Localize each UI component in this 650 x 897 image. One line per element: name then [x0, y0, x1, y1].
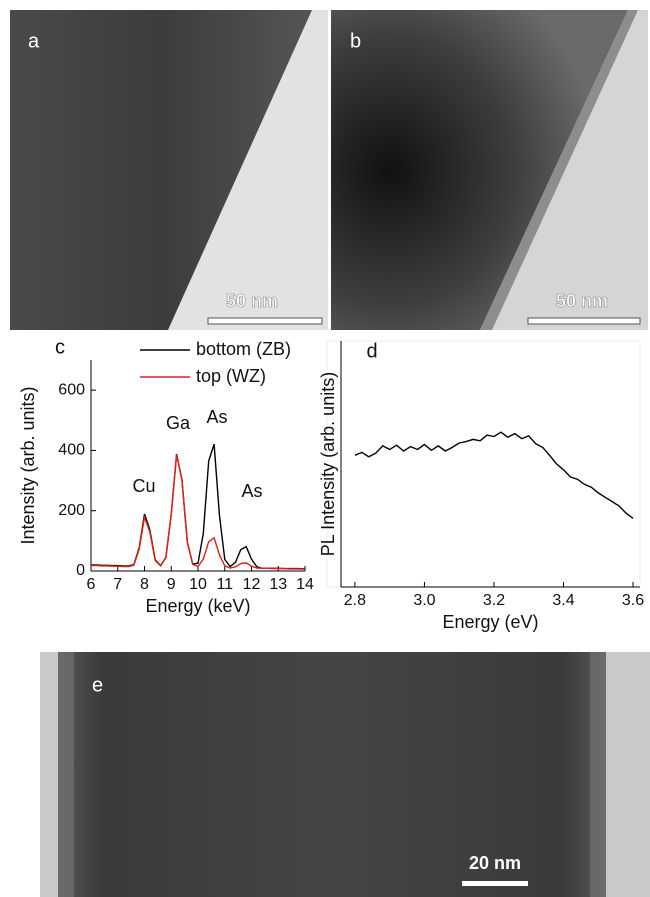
shell	[480, 10, 638, 330]
peak-annotation: As	[206, 407, 227, 427]
legend-label: top (WZ)	[196, 366, 266, 386]
scale-bar-label: 50 nm	[556, 291, 608, 311]
y-tick-label: 200	[58, 502, 85, 519]
x-tick-label: 11	[216, 576, 233, 593]
x-tick-label: 3.2	[483, 592, 505, 609]
plot-frame	[326, 340, 641, 588]
nanowire	[331, 10, 628, 330]
x-tick-label: 3.4	[552, 592, 574, 609]
scale-bar	[207, 317, 323, 325]
panel-label: c	[55, 336, 65, 358]
data-line	[91, 454, 306, 570]
x-tick-label: 2.8	[344, 592, 366, 609]
x-tick-label: 3.6	[622, 592, 644, 609]
charts: 6 7 8 9 10 11 12 13 14 0 200 400 600 bottom (ZB) top (…	[18, 336, 645, 631]
panel-b: b 50 nm	[331, 10, 648, 330]
legend-label: bottom (ZB)	[196, 339, 291, 359]
panel-label: b	[350, 30, 361, 52]
x-tick-label: 10	[189, 576, 207, 593]
panel-label: d	[366, 340, 377, 362]
scale-bar	[527, 317, 641, 325]
scale-bar	[462, 881, 528, 886]
y-axis-title: PL Intensity (arb. units)	[318, 372, 338, 556]
peak-annotation: Ga	[166, 413, 191, 433]
x-tick-label: 8	[140, 576, 149, 593]
panel-label: a	[28, 30, 40, 52]
data-line	[354, 431, 634, 519]
x-tick-label: 14	[296, 576, 314, 593]
x-axis-title: Energy (keV)	[145, 596, 250, 616]
scale-bar-label: 20 nm	[469, 853, 521, 873]
x-axis-title: Energy (eV)	[442, 612, 538, 632]
y-tick-label: 400	[58, 442, 85, 459]
data-line	[91, 443, 306, 570]
panel-e: e 20 nm	[40, 652, 650, 897]
x-tick-label: 12	[243, 576, 261, 593]
x-tick-label: 13	[269, 576, 287, 593]
shell	[58, 652, 74, 897]
y-axis-title: Intensity (arb. units)	[18, 386, 38, 544]
nanowire	[58, 652, 606, 897]
x-tick-label: 7	[113, 576, 122, 593]
panel-a: a 50 nm	[10, 10, 328, 330]
nanowire	[10, 10, 312, 330]
y-tick-label: 0	[76, 562, 85, 579]
peak-annotation: Cu	[132, 476, 155, 496]
y-tick-label: 600	[58, 381, 85, 398]
scale-bar-label: 50 nm	[226, 291, 278, 311]
panel-label: e	[92, 674, 103, 696]
x-tick-label: 9	[167, 576, 176, 593]
x-tick-label: 6	[87, 576, 96, 593]
peak-annotation: As	[241, 481, 262, 501]
x-tick-label: 3.0	[413, 592, 435, 609]
shell	[590, 652, 606, 897]
